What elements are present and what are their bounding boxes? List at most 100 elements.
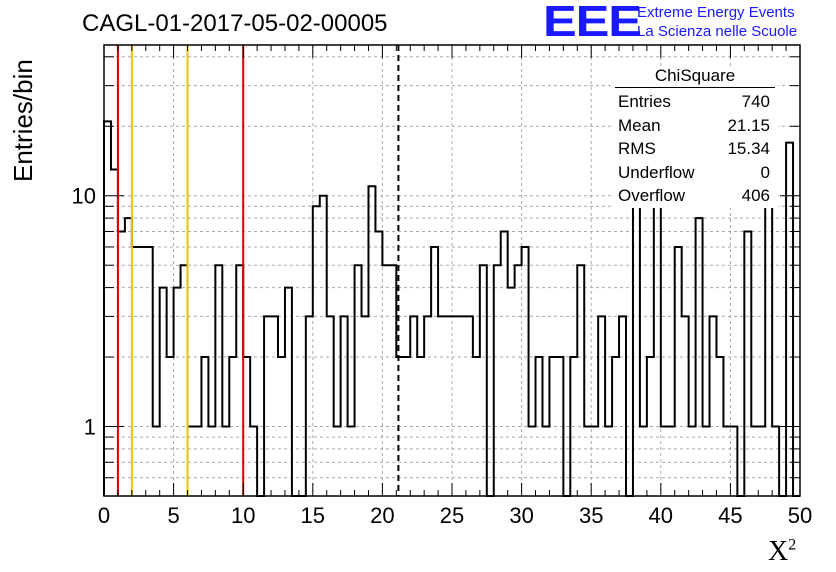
- histogram-bin: [473, 357, 480, 496]
- histogram-bin: [194, 427, 201, 496]
- histogram-bin: [522, 247, 529, 496]
- histogram-bin: [188, 427, 195, 496]
- histogram-bin: [577, 265, 584, 496]
- histogram-bin: [410, 316, 417, 496]
- histogram-bin: [313, 206, 320, 496]
- histogram-bin: [744, 231, 751, 496]
- histogram-bin: [682, 316, 689, 496]
- x-tick-label: 5: [167, 503, 179, 528]
- histogram-bin: [723, 427, 730, 496]
- histogram-bin: [675, 247, 682, 496]
- stats-title: ChiSquare: [615, 66, 775, 88]
- histogram-bin: [605, 427, 612, 496]
- histogram-bin: [584, 427, 591, 496]
- histogram-bin: [104, 121, 111, 496]
- histogram-bin: [181, 265, 188, 496]
- histogram-bin: [389, 265, 396, 496]
- histogram-bin: [758, 427, 765, 496]
- x-tick-label: 15: [301, 503, 325, 528]
- histogram-bin: [167, 357, 174, 496]
- histogram-bin: [466, 316, 473, 496]
- histogram-bin: [362, 316, 369, 496]
- histogram-bin: [452, 316, 459, 496]
- histogram-bin: [278, 357, 285, 496]
- histogram-bin: [689, 427, 696, 496]
- histogram-bin: [250, 427, 257, 496]
- histogram-bin: [647, 357, 654, 496]
- x-tick-label: 25: [440, 503, 464, 528]
- x-tick-label: 30: [509, 503, 533, 528]
- histogram-bin: [661, 427, 668, 496]
- histogram-bin: [480, 265, 487, 496]
- histogram-bin: [208, 427, 215, 496]
- histogram-bin: [542, 427, 549, 496]
- histogram-bin: [612, 357, 619, 496]
- eee-logo-line-1: Extreme Energy Events: [637, 4, 795, 21]
- x-axis-label: X2: [768, 536, 797, 567]
- histogram-bin: [730, 427, 737, 496]
- x-tick-label: 20: [370, 503, 394, 528]
- stats-row-mean: Mean 21.15: [618, 115, 770, 135]
- histogram-bin: [368, 186, 375, 496]
- histogram-bin: [508, 288, 515, 496]
- histogram-bin: [320, 196, 327, 496]
- histogram-bin: [118, 231, 125, 496]
- histogram-bin: [640, 427, 647, 496]
- histogram-bin: [591, 427, 598, 496]
- histogram-bin: [501, 231, 508, 496]
- histogram-bin: [375, 231, 382, 496]
- histogram-bin: [765, 177, 772, 496]
- histogram-bin: [772, 427, 779, 496]
- histogram-bin: [355, 265, 362, 496]
- histogram-bin: [536, 357, 543, 496]
- chart-title: CAGL-01-2017-05-02-00005: [82, 10, 388, 37]
- x-tick-label: 40: [649, 503, 673, 528]
- histogram-bin: [619, 316, 626, 496]
- histogram-bin: [529, 427, 536, 496]
- histogram-bin: [570, 357, 577, 496]
- histogram-bin: [598, 316, 605, 496]
- histogram-bin: [285, 288, 292, 496]
- stats-row-rms: RMS 15.34: [618, 139, 770, 158]
- histogram-bin: [229, 357, 236, 496]
- histogram-bin: [201, 357, 208, 496]
- x-tick-label: 0: [98, 503, 110, 528]
- histogram-bin: [153, 427, 160, 496]
- histogram-bin: [146, 247, 153, 496]
- histogram-bin: [716, 357, 723, 496]
- histogram-bin: [236, 265, 243, 496]
- histogram-bin: [396, 357, 403, 496]
- histogram-bin: [382, 265, 389, 496]
- histogram-bin: [668, 427, 675, 496]
- stats-row-entries: Entries 740: [618, 92, 770, 111]
- histogram-outline: [103, 120, 800, 497]
- histogram-bin: [243, 357, 250, 496]
- histogram-bin: [215, 265, 222, 496]
- histogram-bin: [549, 357, 556, 496]
- x-tick-label: 35: [579, 503, 603, 528]
- histogram-bin: [696, 218, 703, 496]
- histogram-bin: [348, 427, 355, 496]
- histogram-bin: [710, 316, 717, 496]
- histogram-bin: [703, 427, 710, 496]
- histogram-bin: [327, 316, 334, 496]
- histogram-bin: [431, 247, 438, 496]
- histogram-bin: [494, 265, 501, 496]
- histogram-bin: [459, 316, 466, 496]
- eee-logo-line-2: La Scienza nelle Scuole: [637, 23, 798, 40]
- histogram-bin: [556, 357, 563, 496]
- x-tick-label: 10: [231, 503, 255, 528]
- histogram-bin: [445, 316, 452, 496]
- histogram-bin: [417, 357, 424, 496]
- histogram-bin: [271, 316, 278, 496]
- histogram-bin: [438, 316, 445, 496]
- histogram-bin: [160, 288, 167, 496]
- histogram-bin: [633, 206, 640, 496]
- stats-row-overflow: Overflow 406: [618, 186, 770, 205]
- histogram-bin: [515, 265, 522, 496]
- histogram-bin: [654, 206, 661, 496]
- histogram-bin: [334, 427, 341, 496]
- histogram-bin: [424, 316, 431, 496]
- histogram-bin: [222, 427, 229, 496]
